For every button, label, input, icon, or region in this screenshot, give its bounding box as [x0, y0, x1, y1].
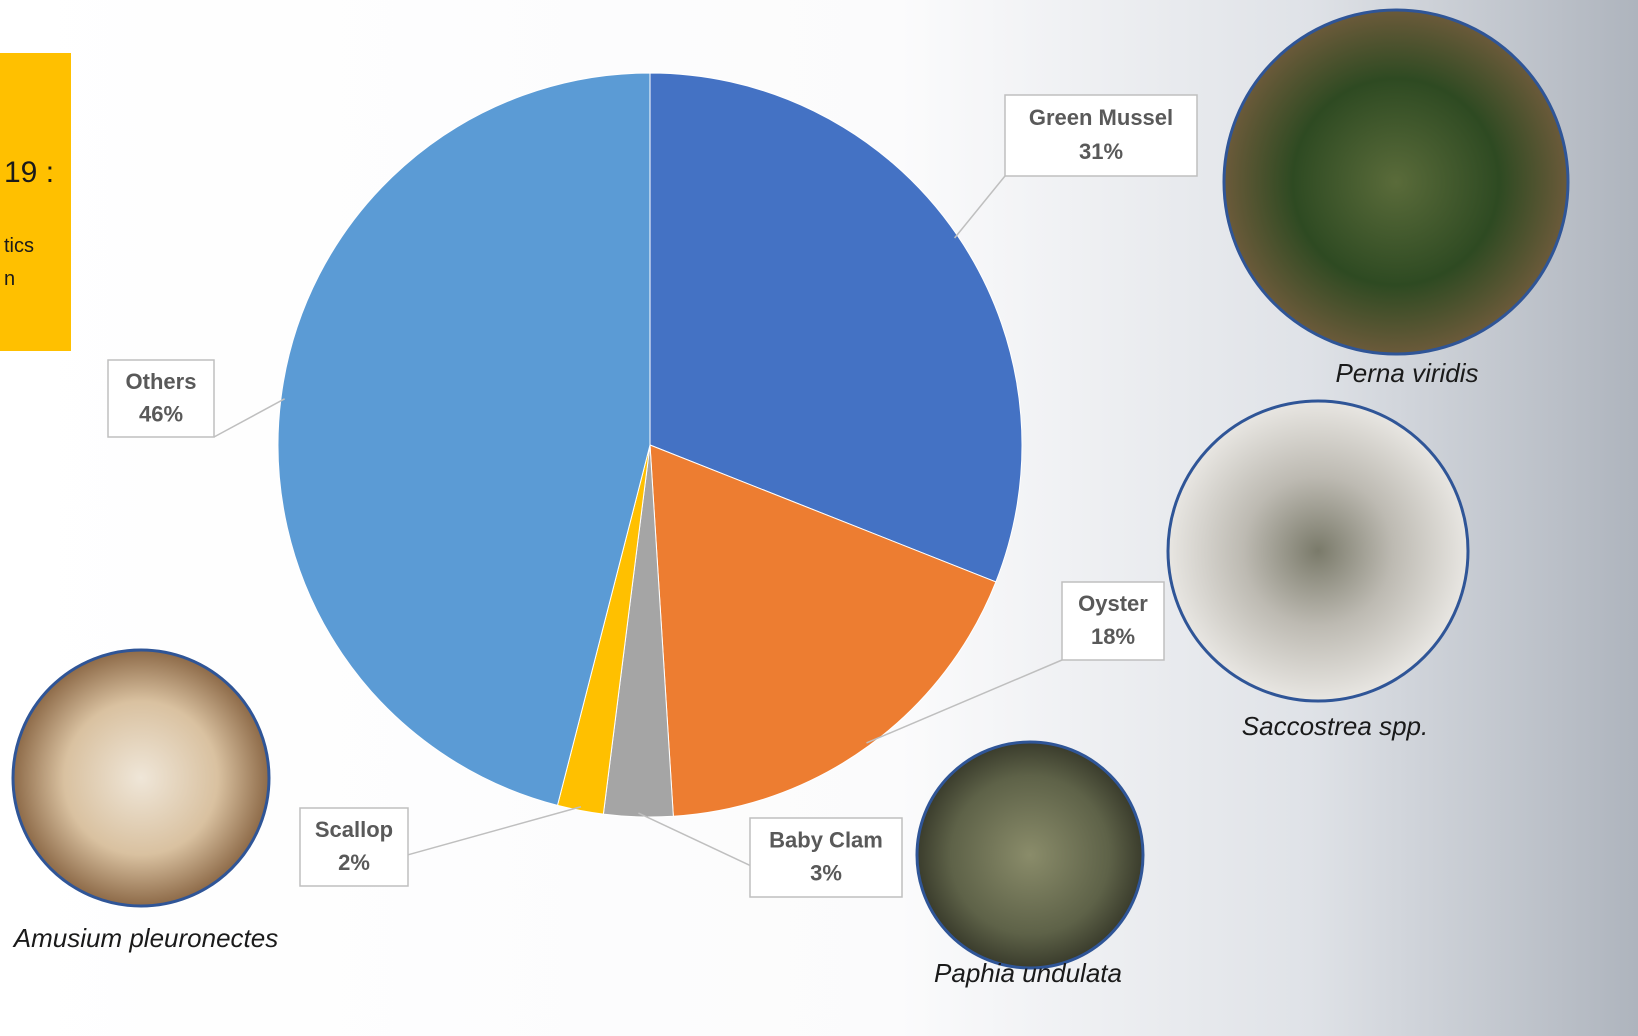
photo — [1166, 399, 1470, 703]
pie-slice — [649, 444, 997, 817]
label-box — [1004, 94, 1198, 177]
value-label: 18% — [1091, 624, 1135, 649]
value-label: 2% — [338, 850, 370, 875]
label-box — [107, 359, 215, 438]
photo-caption: Perna viridis — [1335, 358, 1478, 388]
photo-caption: Paphia undulata — [934, 958, 1122, 988]
photo — [915, 740, 1145, 970]
label-box — [749, 817, 903, 898]
leader-line — [866, 659, 1063, 744]
label-box — [1061, 581, 1165, 661]
value-label: 31% — [1079, 139, 1123, 164]
leader-line — [213, 398, 285, 438]
category-label: Green Mussel — [1029, 105, 1173, 130]
category-label: Scallop — [315, 817, 393, 842]
photo — [1222, 8, 1570, 356]
category-label: Oyster — [1078, 591, 1148, 616]
pie-slice — [277, 72, 651, 806]
leader-line — [407, 806, 582, 856]
sidebar-box — [0, 53, 71, 351]
pie-slice — [649, 72, 1023, 583]
leader-line — [638, 812, 751, 867]
sidebar-text: 19 : — [4, 156, 54, 189]
value-label: 3% — [810, 861, 842, 886]
photo — [11, 648, 271, 908]
category-label: Others — [126, 369, 197, 394]
sidebar-text: n — [4, 268, 15, 290]
pie-chart: Green Mussel 31% Oyster 18% Baby Clam 3% Scall… — [107, 72, 1198, 898]
value-label: 46% — [139, 401, 183, 426]
sidebar-text: tics — [4, 235, 34, 257]
label-box — [299, 807, 409, 887]
photo-caption: Saccostrea spp. — [1242, 711, 1428, 741]
category-label: Baby Clam — [769, 828, 883, 853]
leader-line — [954, 175, 1006, 239]
photo-caption: Amusium pleuronectes — [12, 923, 278, 953]
